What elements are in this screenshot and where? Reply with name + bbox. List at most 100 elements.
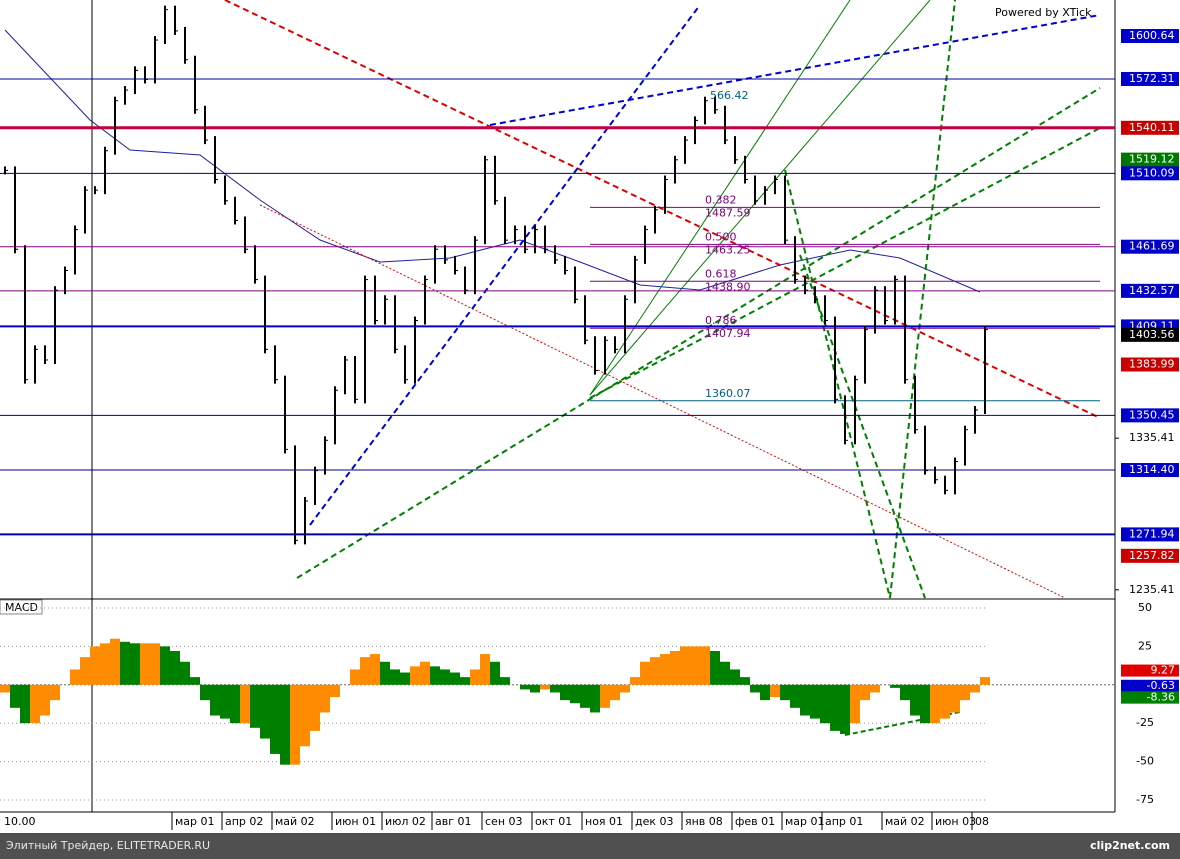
macd-bar xyxy=(220,684,230,719)
macd-bar xyxy=(50,684,60,701)
level-badge xyxy=(1121,357,1179,372)
macd-bar xyxy=(590,684,600,713)
start-label: 10.00 xyxy=(4,815,36,828)
level-label: 1350.45 xyxy=(1129,408,1175,421)
macd-bar xyxy=(870,684,880,693)
macd-bar xyxy=(840,684,850,734)
x-tick-label: фев 01 xyxy=(735,815,775,828)
macd-bar xyxy=(670,651,680,685)
x-tick-label: июл 02 xyxy=(385,815,426,828)
macd-tick-label: 25 xyxy=(1138,639,1152,652)
x-tick-label: мар 01 xyxy=(175,815,215,828)
macd-bar xyxy=(250,684,260,728)
trend-line xyxy=(309,4,701,526)
trend-line xyxy=(224,0,1101,419)
macd-bar xyxy=(680,646,690,685)
footer-text: Элитный Трейдер, ELITETRADER.RU xyxy=(6,839,210,852)
x-tick-label: мар 01 xyxy=(785,815,825,828)
fib-price: 1407.94 xyxy=(705,327,751,340)
macd-bar xyxy=(710,651,720,685)
macd-bar xyxy=(950,684,960,713)
x-tick-label: ноя 01 xyxy=(585,815,623,828)
macd-bar xyxy=(790,684,800,708)
fib-price: 1487.59 xyxy=(705,206,751,219)
macd-bar xyxy=(690,646,700,685)
macd-bar xyxy=(480,654,490,685)
macd-bar xyxy=(320,684,330,713)
fib-price: 1438.90 xyxy=(705,280,751,293)
macd-bar xyxy=(200,684,210,701)
macd-bar xyxy=(110,638,120,685)
macd-bar xyxy=(830,684,840,731)
macd-bar xyxy=(430,666,440,685)
plot: 1335.41 1235.41 1600.64 1572.31 1540.11 1519.… xyxy=(0,5,1179,830)
macd-bar xyxy=(740,677,750,685)
x-tick-label: сен 03 xyxy=(485,815,523,828)
macd-bar xyxy=(210,684,220,716)
macd-bar xyxy=(490,661,500,685)
y-tick-label: 1335.41 xyxy=(1129,431,1175,444)
macd-bar xyxy=(160,646,170,685)
macd-bar xyxy=(750,684,760,693)
level-badge xyxy=(1121,548,1179,563)
macd-bar xyxy=(150,643,160,685)
macd-bar xyxy=(190,677,200,685)
level-badge xyxy=(1121,527,1179,542)
fib-ratio: 0.786 xyxy=(705,314,737,327)
macd-bar xyxy=(330,684,340,698)
indicator-box xyxy=(0,599,43,615)
readout-badge xyxy=(1121,664,1179,677)
macd-bar xyxy=(890,684,900,688)
readout-label: -8.36 xyxy=(1147,691,1175,704)
macd-bar xyxy=(180,661,190,685)
readout-badge xyxy=(1121,691,1179,704)
level-badge xyxy=(1121,408,1179,423)
macd-bar xyxy=(860,684,870,701)
macd-bar xyxy=(580,684,590,708)
fib-ratio: 0.618 xyxy=(705,267,737,280)
trend-line xyxy=(889,0,956,599)
x-tick-label: окт 01 xyxy=(535,815,572,828)
readout-badge xyxy=(1121,679,1179,692)
macd-bar xyxy=(570,684,580,704)
macd-bar xyxy=(460,677,470,685)
level-badge xyxy=(1121,283,1179,298)
macd-bar xyxy=(940,684,950,719)
macd-bar xyxy=(290,684,300,765)
macd-bar xyxy=(810,684,820,719)
macd-bar xyxy=(910,684,920,716)
level-label: 1540.11 xyxy=(1129,121,1175,134)
macd-bar xyxy=(530,684,540,693)
macd-bar xyxy=(380,661,390,685)
level-label: 1600.64 xyxy=(1129,29,1175,42)
x-tick-label: май 02 xyxy=(275,815,315,828)
fib-ratio: 0.500 xyxy=(705,230,737,243)
level-badge xyxy=(1121,239,1179,254)
level-label: 1314.40 xyxy=(1129,463,1175,476)
macd-bar xyxy=(520,684,530,690)
macd-bar xyxy=(920,684,930,724)
macd-bar xyxy=(360,657,370,685)
macd-bar xyxy=(90,646,100,685)
macd-bar xyxy=(80,657,90,685)
watermark: Powered by XTick xyxy=(995,6,1092,19)
macd-tick-label: -75 xyxy=(1136,793,1154,806)
level-label: 1461.69 xyxy=(1129,240,1175,253)
macd-bar xyxy=(800,684,810,716)
macd-bar xyxy=(970,684,980,693)
level-badge xyxy=(1121,463,1179,478)
macd-bar xyxy=(310,684,320,731)
macd-bar xyxy=(550,684,560,693)
macd-bar xyxy=(120,641,130,685)
footer-logo: clip2net.com xyxy=(1090,839,1170,852)
macd-bar xyxy=(370,654,380,685)
macd-bar xyxy=(620,684,630,693)
level-badge xyxy=(1121,71,1179,86)
macd-bar xyxy=(390,669,400,685)
level-badge xyxy=(1121,327,1179,342)
level-label: 1383.99 xyxy=(1129,358,1175,371)
level-label: 1572.31 xyxy=(1129,72,1175,85)
macd-bar xyxy=(260,684,270,739)
level-badge xyxy=(1121,166,1179,181)
